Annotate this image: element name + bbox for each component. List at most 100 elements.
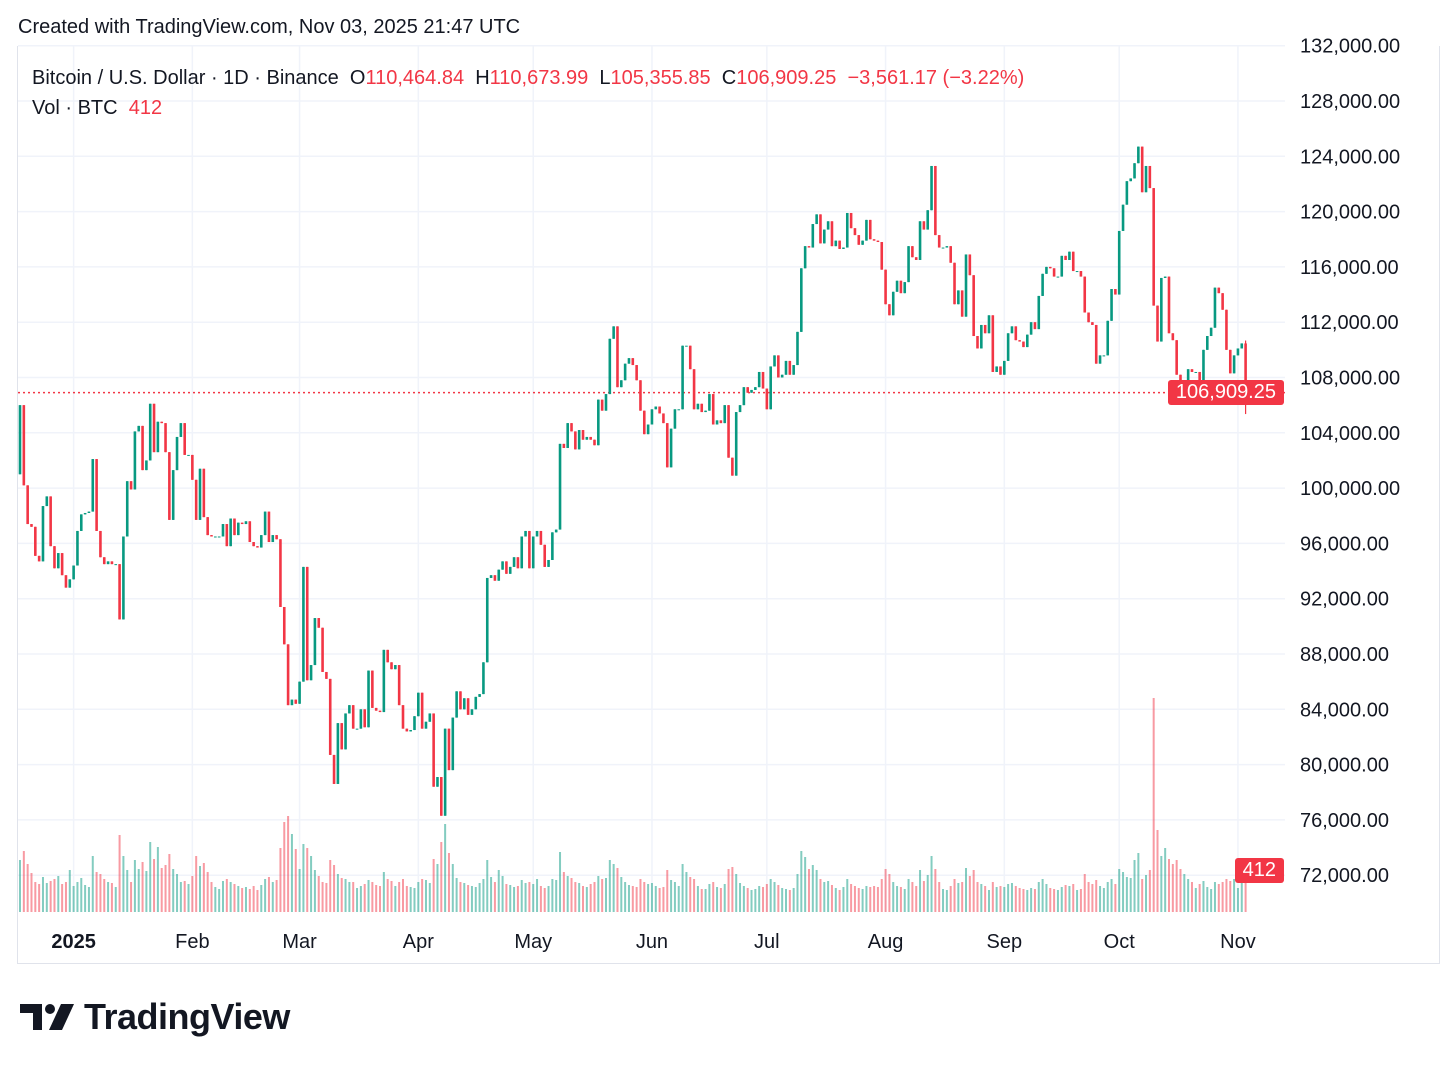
volume-bar: [647, 884, 650, 912]
candle-body: [788, 360, 792, 375]
candle-body: [769, 366, 772, 410]
volume-bars: [19, 698, 1247, 912]
candle-body: [642, 410, 646, 435]
candle-body: [700, 403, 704, 413]
candle-body: [34, 526, 37, 556]
volume-bar: [604, 878, 607, 912]
candle-body: [309, 665, 313, 681]
volume-bar: [861, 889, 864, 912]
volume-bar: [547, 886, 550, 912]
volume-bar: [402, 879, 404, 912]
price-tick-label: 100,000.00: [1300, 478, 1400, 500]
candle-body: [76, 530, 79, 566]
candle-body: [248, 521, 252, 543]
candle-body: [1140, 146, 1144, 193]
candle-body: [960, 290, 964, 317]
volume-bar: [168, 854, 171, 912]
volume-bar: [382, 872, 385, 912]
volume-bar: [1110, 879, 1113, 912]
candle-body: [976, 336, 979, 349]
volume-bar: [788, 890, 791, 912]
volume-bar: [103, 879, 106, 912]
candle-body: [895, 280, 899, 292]
volume-bar: [876, 887, 879, 912]
volume-bar: [183, 881, 186, 912]
volume-bar: [1079, 889, 1082, 912]
high-label: H: [475, 67, 490, 89]
candle-body: [876, 240, 880, 243]
candle-body: [957, 290, 960, 305]
volume-bar: [459, 882, 462, 912]
close-label: C: [721, 67, 737, 89]
candle-body: [757, 371, 761, 388]
candle-body: [719, 420, 723, 424]
candle-body: [1106, 320, 1110, 356]
time-tick-label: Jul: [754, 931, 780, 953]
candle-body: [639, 380, 642, 411]
volume-bar: [1179, 869, 1182, 912]
candle-body: [1206, 336, 1209, 350]
volume-bar: [153, 859, 156, 912]
volume-bar: [1087, 882, 1090, 912]
candle-body: [179, 423, 183, 437]
volume-bar: [945, 890, 948, 912]
price-tick-label: 104,000.00: [1300, 423, 1400, 445]
candle-body: [1160, 277, 1163, 342]
candle-body: [1244, 343, 1247, 393]
volume-bar: [781, 888, 784, 912]
volume-bar: [1064, 885, 1067, 912]
volume-bar: [275, 880, 278, 912]
candle-body: [1060, 255, 1064, 277]
candle-body: [87, 511, 91, 513]
candle-body: [237, 522, 240, 536]
volume-bar: [578, 883, 581, 912]
candle-body: [581, 430, 585, 440]
volume-bar: [539, 886, 542, 912]
volume-bar: [1171, 864, 1174, 912]
candle-body: [792, 365, 795, 375]
candle-body: [937, 235, 941, 248]
candle-body: [145, 460, 148, 471]
candle-body: [1167, 276, 1171, 334]
volume-bar: [26, 864, 29, 912]
candle-body: [386, 649, 389, 663]
volume-bar: [1083, 874, 1086, 912]
candle-body: [727, 405, 730, 458]
candle-body: [773, 355, 776, 367]
candle-body: [562, 443, 566, 449]
volume-bar: [1168, 859, 1170, 912]
volume-bar: [907, 879, 910, 912]
volume-bar: [1102, 888, 1105, 912]
candle-body: [1148, 165, 1152, 189]
volume-bar: [371, 882, 374, 912]
volume-bar: [41, 877, 44, 912]
candle-body: [1064, 255, 1067, 260]
candle-body: [1087, 312, 1090, 323]
candle-body: [711, 394, 715, 425]
candle-body: [466, 698, 470, 715]
close-value: 106,909.25: [736, 67, 837, 89]
volume-bar: [202, 863, 205, 912]
candle-body: [455, 691, 458, 718]
volume-bar: [1129, 878, 1132, 912]
low-value: 105,355.85: [610, 67, 711, 89]
volume-bar: [1210, 889, 1213, 912]
candle-body: [577, 430, 581, 450]
volume-bar: [524, 883, 527, 912]
volume-bar: [1137, 853, 1140, 912]
candle-body: [964, 254, 968, 317]
volume-bar: [708, 884, 711, 912]
volume-bar: [750, 890, 753, 912]
volume-bar: [1118, 869, 1121, 912]
time-tick-label: Oct: [1104, 931, 1136, 953]
candle-body: [171, 470, 175, 520]
price-tick-label: 72,000.00: [1300, 865, 1389, 887]
price-tick-label: 108,000.00: [1300, 368, 1400, 390]
volume-bar: [838, 890, 841, 912]
volume-bar: [505, 884, 508, 912]
change-value: −3,561.17 (−3.22%): [847, 67, 1025, 89]
candle-body: [953, 262, 956, 305]
volume-bar: [536, 879, 539, 912]
volume-bar: [869, 887, 872, 912]
